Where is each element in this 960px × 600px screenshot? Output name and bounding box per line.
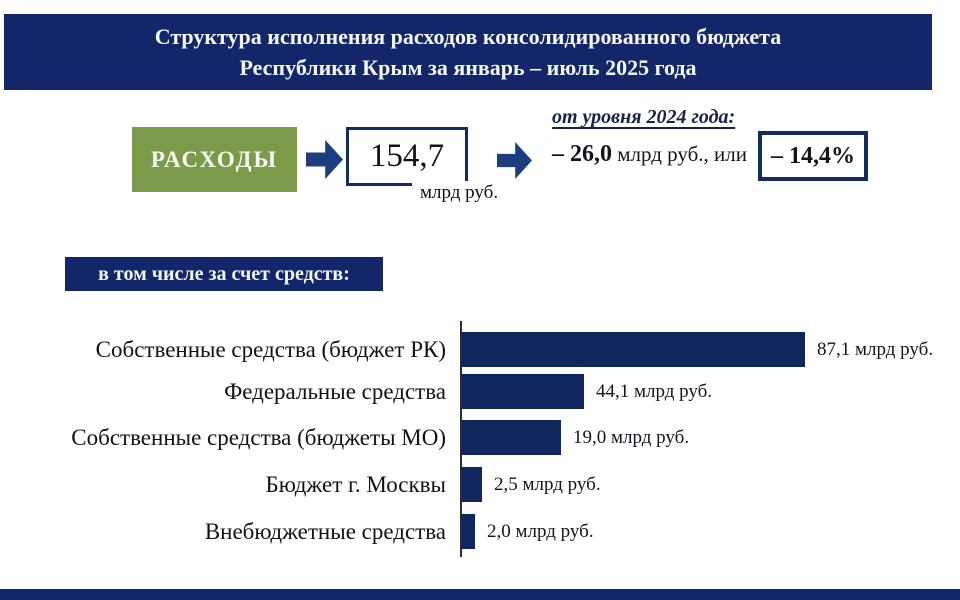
change-amount-unit: млрд руб., или <box>612 142 748 166</box>
bar <box>462 332 805 367</box>
bar-value-label: 2,0 млрд руб. <box>487 520 594 542</box>
chart-caption: в том числе за счет средств: <box>65 257 383 291</box>
bar <box>462 420 561 455</box>
title-line2: Республики Крым за январь – июль 2025 го… <box>239 55 697 80</box>
bar <box>462 467 482 502</box>
chart-row: Бюджет г. Москвы 2,5 млрд руб. <box>0 467 960 502</box>
bar-value-label: 87,1 млрд руб. <box>817 338 934 360</box>
total-value: 154,7 <box>369 138 445 174</box>
expenses-label: РАСХОДЫ <box>150 146 279 172</box>
bar <box>462 514 475 549</box>
arrow-right-icon <box>497 142 532 179</box>
title-banner: Структура исполнения расходов консолидир… <box>4 14 932 90</box>
change-amount-value: – 26,0 <box>552 141 612 167</box>
category-label: Внебюджетные средства <box>204 518 446 544</box>
bar-value-label: 2,5 млрд руб. <box>494 473 601 495</box>
title-line1: Структура исполнения расходов консолидир… <box>154 24 782 49</box>
category-label: Федеральные средства <box>224 378 446 404</box>
arrow-right-icon <box>306 140 343 179</box>
category-label: Бюджет г. Москвы <box>265 471 446 497</box>
expenses-box: РАСХОДЫ <box>132 127 297 192</box>
total-unit-label: млрд руб. <box>412 181 503 206</box>
change-percent-box: – 14,4% <box>758 131 868 181</box>
change-percent-value: – 14,4% <box>771 142 855 169</box>
chart-row: Собственные средства (бюджеты МО) 19,0 м… <box>0 420 960 455</box>
change-amount-line: – 26,0 млрд руб., или <box>552 141 747 168</box>
category-label: Собственные средства (бюджеты МО) <box>71 424 446 450</box>
change-vs-2024-heading: от уровня 2024 года: <box>552 106 736 128</box>
footer-strip <box>0 589 960 600</box>
chart-row: Внебюджетные средства 2,0 млрд руб. <box>0 514 960 549</box>
bar <box>462 374 584 409</box>
total-value-box: 154,7 <box>346 127 468 186</box>
category-label: Собственные средства (бюджет РК) <box>95 336 446 362</box>
chart-row: Собственные средства (бюджет РК) 87,1 мл… <box>0 332 960 367</box>
bar-value-label: 19,0 млрд руб. <box>573 426 690 448</box>
chart-axis-line <box>460 321 462 557</box>
bar-value-label: 44,1 млрд руб. <box>596 380 713 402</box>
chart-row: Федеральные средства 44,1 млрд руб. <box>0 374 960 409</box>
